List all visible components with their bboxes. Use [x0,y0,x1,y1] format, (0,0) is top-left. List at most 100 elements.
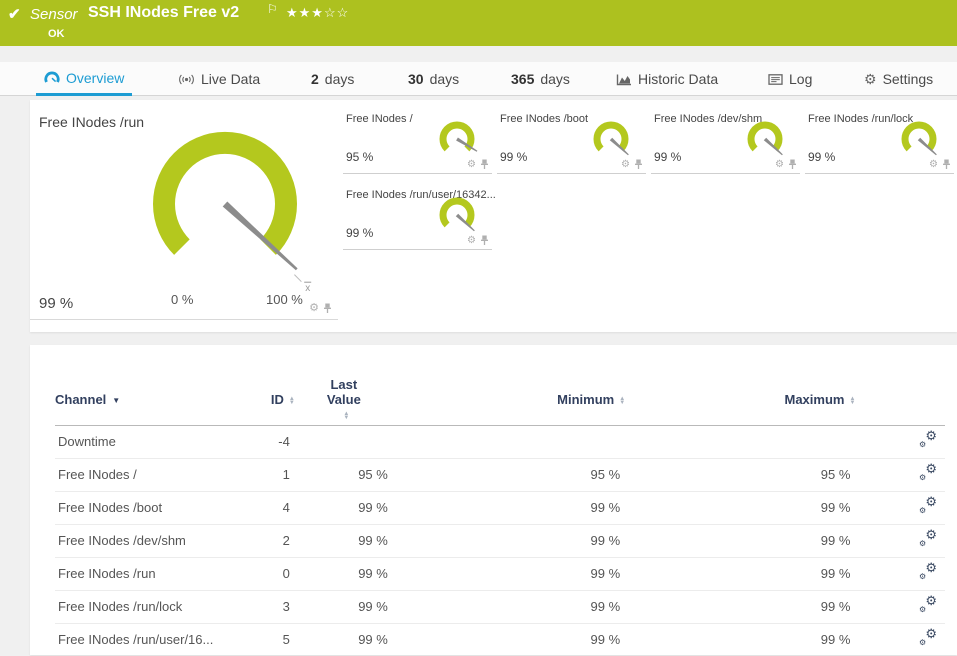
cell-channel[interactable]: Free INodes /run [55,556,258,590]
cell-minimum: 99 % [392,556,626,590]
gauge-title: Free INodes /boot [500,113,589,125]
table-row[interactable]: Free INodes /run/user/16... 5 99 % 99 % 99 %… [55,622,945,656]
cell-channel[interactable]: Free INodes /boot [55,490,258,524]
table-row[interactable]: Free INodes /run/lock 3 99 % 99 % 99 % ⚙ ⚙ [55,589,945,623]
tab-label: Live Data [201,71,261,87]
primary-gauge-value: 99 % [39,295,74,312]
gauge-settings-icon[interactable]: ⚙ [929,158,938,170]
live-icon [178,73,195,86]
channel-table-panel: Channel ▼ ID ▲ ▼ Last Value ▲ ▼ Minimum ▲ ▼ Ma… [30,345,957,656]
table-row[interactable]: Free INodes /boot 4 99 % 99 % 99 % ⚙ ⚙ [55,490,945,524]
flag-icon[interactable]: ⚐ [267,2,278,16]
column-header-channel[interactable]: Channel ▼ [55,392,121,408]
sensor-title: SSH INodes Free v2 [88,4,240,21]
column-header-last-value[interactable]: Last Value ▲ ▼ [326,377,361,421]
table-row[interactable]: Free INodes /1 95 % 95 % 95 % ⚙ ⚙ [55,457,945,491]
tab-log[interactable]: Log [760,62,820,96]
gauge-settings-icon[interactable]: ⚙ [775,158,784,170]
cell-minimum: 95 % [392,457,626,491]
tab-label: Log [789,71,813,87]
column-header-minimum[interactable]: Minimum ▲ ▼ [557,392,626,408]
tab-settings[interactable]: ⚙ Settings [856,62,941,96]
cell-last-value: 99 % [294,589,393,623]
channel-settings-icon[interactable]: ⚙ ⚙ [919,527,937,548]
tab-label: Historic Data [638,71,719,87]
gauge-settings-icon[interactable]: ⚙ [621,158,630,170]
cell-actions: ⚙ ⚙ [855,457,945,491]
gauge-settings-icon[interactable]: ⚙ [467,234,476,246]
gauge-icon [44,71,60,84]
pin-icon[interactable] [480,159,489,170]
gauge-tile[interactable]: Free INodes /dev/shm 99 % ⚙ [651,108,800,174]
gauge-tile[interactable]: Free INodes / 95 % ⚙ [343,108,492,174]
gauge-tile[interactable]: Free INodes /run/lock 99 % ⚙ [805,108,954,174]
pin-icon[interactable] [788,159,797,170]
gauge-settings-icon[interactable]: ⚙ [467,158,476,170]
tab-days[interactable]: 365 days [503,62,578,96]
gear-icon: ⚙ [864,71,877,87]
pin-icon[interactable] [634,159,643,170]
gauge [433,120,483,162]
sensor-status-badge: OK [48,28,65,40]
channel-settings-icon[interactable]: ⚙ ⚙ [919,428,937,449]
channel-settings-icon[interactable]: ⚙ ⚙ [919,560,937,581]
cell-maximum [625,424,856,458]
cell-id: 4 [257,490,295,524]
tab-days[interactable]: 2 days [303,62,362,96]
tab-label: days [429,71,460,87]
cell-actions: ⚙ ⚙ [855,622,945,656]
sort-toggle-icon: ▲ ▼ [849,395,856,406]
channel-settings-icon[interactable]: ⚙ ⚙ [919,494,937,515]
cell-last-value: 95 % [294,457,393,491]
cell-channel[interactable]: Downtime [55,424,258,458]
gauge-value: 99 % [346,226,374,240]
column-header-id[interactable]: ID ▲ ▼ [270,392,295,408]
cell-actions: ⚙ ⚙ [855,589,945,623]
gauge-value: 99 % [500,150,528,164]
tab-days[interactable]: 30 days [400,62,467,96]
column-header-actions [855,375,945,425]
channel-table: Channel ▼ ID ▲ ▼ Last Value ▲ ▼ Minimum ▲ ▼ Ma… [55,375,945,656]
sort-desc-icon: ▼ [112,396,121,406]
table-row[interactable]: Free INodes /run 0 99 % 99 % 99 % ⚙ ⚙ [55,556,945,590]
channel-settings-icon[interactable]: ⚙ ⚙ [919,593,937,614]
cell-maximum: 99 % [625,523,856,557]
cell-minimum: 99 % [392,589,626,623]
gauge-tile[interactable]: Free INodes /boot 99 % ⚙ [497,108,646,174]
cell-id: 5 [257,622,295,656]
channel-settings-icon[interactable]: ⚙ ⚙ [919,626,937,648]
cell-channel[interactable]: Free INodes /dev/shm [55,523,258,557]
gauge-title: Free INodes /dev/shm [654,113,763,125]
tab-number: 2 [311,71,319,87]
primary-gauge-tile[interactable]: Free INodes /run x 0 % 100 % 99 % ⚙ [30,100,338,320]
gauge-settings-icon[interactable]: ⚙ [309,302,319,314]
cell-channel[interactable]: Free INodes / [55,457,258,491]
priority-stars[interactable]: ★★★☆☆ [286,5,350,20]
pin-icon[interactable] [480,235,489,246]
sort-toggle-icon: ▲ ▼ [619,395,626,406]
cell-channel[interactable]: Free INodes /run/lock [55,589,258,623]
cell-channel[interactable]: Free INodes /run/user/16... [55,622,258,656]
cell-last-value: 99 % [294,523,393,557]
gauge [587,120,637,162]
gauge-title: Free INodes /run/lock [808,113,914,125]
cell-last-value [294,424,393,458]
cell-minimum: 99 % [392,622,626,656]
status-check-icon: ✔ [8,6,21,23]
tab-overview[interactable]: Overview [36,62,133,96]
cell-maximum: 99 % [625,622,856,656]
gauge-min-label: 0 % [171,292,194,307]
cell-last-value: 99 % [294,556,393,590]
cell-maximum: 99 % [625,589,856,623]
table-row[interactable]: Free INodes /dev/shm 2 99 % 99 % 99 % ⚙ ⚙ [55,523,945,557]
pin-icon[interactable] [323,303,332,314]
column-header-maximum[interactable]: Maximum ▲ ▼ [784,392,856,408]
gauge-title: Free INodes / [346,113,413,125]
pin-icon[interactable] [942,159,951,170]
tab-live-data[interactable]: Live Data [170,62,268,96]
tab-historic-data[interactable]: Historic Data [608,62,726,96]
table-row[interactable]: Downtime -4 ⚙ ⚙ [55,424,945,458]
channel-settings-icon[interactable]: ⚙ ⚙ [919,461,937,482]
gauge-tile[interactable]: Free INodes /run/user/16342... 99 % ⚙ [343,184,496,250]
table-header-row: Channel ▼ ID ▲ ▼ Last Value ▲ ▼ Minimum ▲ ▼ Ma… [55,375,945,425]
